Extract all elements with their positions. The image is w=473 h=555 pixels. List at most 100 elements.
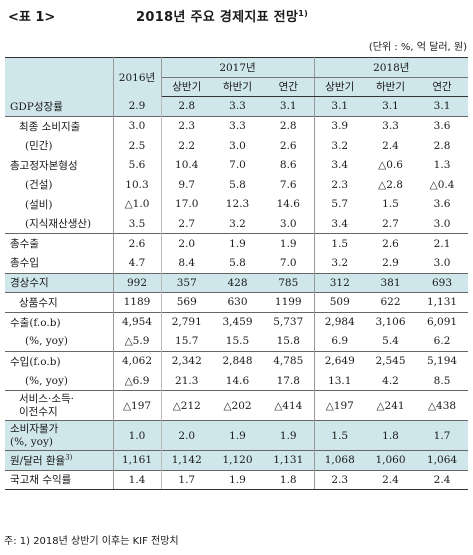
row-label: 경상수지 [5,272,113,293]
table-title-text: 2018년 주요 경제지표 전망 [136,10,299,25]
row-label: (%, yoy) [5,332,113,352]
cell-2017-h1: 2.0 [161,233,212,254]
cell-2018-h1: 3.1 [314,96,366,117]
cell-2017-annual: 5,737 [263,311,315,332]
cell-2017-h2: 3.2 [229,217,246,230]
cell-2018-h2: 2.7 [382,217,399,230]
cell-2017-annual: 7.6 [263,175,315,195]
cell-2018-h1: 3.2 [331,139,349,152]
cell-2017-annual: 15.8 [263,331,315,352]
cell-2017-h2: 15.5 [225,335,250,348]
cell-2017-annual: 8.6 [263,155,315,176]
cell-2018-annual: 3.6 [416,115,469,136]
cell-2017-h2: 12.3 [225,198,250,211]
cell-2018-h2: △2.8 [378,178,403,191]
cell-2018-annual: 693 [416,272,469,293]
cell-2016: △1.0 [112,194,162,215]
cell-2018-h2: 5.4 [382,335,399,348]
header-2017-annual: 연간 [263,76,315,98]
cell-2017-h2: 1,120 [212,450,263,471]
row-label: 상품수지 [5,292,113,313]
row-label: (설비) [5,195,113,215]
cell-2018-h1: 1.5 [314,420,366,451]
cell-2018-annual: 6,091 [416,311,469,332]
table-row: 국고채 수익률 1.4 1.7 1.9 1.8 2.3 2.4 2.4 [5,469,469,491]
cell-2017-h1: 569 [161,292,212,313]
cell-2017-annual: 2.6 [263,135,315,156]
table-row: 총수출 2.6 2.0 1.9 1.9 1.5 2.6 2.1 [5,233,469,254]
cell-2017-h2: △202 [212,390,263,421]
row-label: 수입(f.o.b) [5,350,113,371]
table-row: 총고정자본형성 5.6 10.4 7.0 8.6 3.4 △0.6 1.3 [5,155,468,176]
cell-2018-h2: 1,060 [365,450,417,471]
cell-2017-annual: 4,785 [263,350,315,371]
cell-2017-h2: 3.0 [229,139,246,152]
cell-2017-annual: 1.9 [263,233,315,254]
cell-2018-h1: 2.3 [314,469,366,491]
cell-2016: 4,954 [112,311,162,332]
cell-2017-h2: 1.9 [212,420,263,451]
table-row: 상품수지 1189 569 630 1199 509 622 1,131 [5,292,469,313]
cell-2017-h2: 2,848 [212,350,263,371]
cell-2018-annual: 3.1 [416,96,469,117]
row-label: 총수입 [5,253,113,273]
row-label: 국고채 수익률 [5,469,113,491]
cell-2016: 5.6 [112,155,162,176]
cell-2018-h1: 2,649 [314,350,366,371]
cell-2018-annual: △438 [416,390,469,421]
cell-2017-annual: 1199 [263,292,315,313]
cell-2018-h2: 2.4 [382,139,399,152]
row-label-text: 원/달러 환율 [10,454,66,467]
cell-2018-h1: 2,984 [314,311,366,332]
row-label-text: (지식재산생산) [25,218,92,231]
cell-2018-annual: 5,194 [416,350,469,371]
row-label-line1: 서비스·소득· [19,392,74,405]
header-2017: 2017년 [161,57,315,78]
cell-2018-annual: 3.0 [433,217,451,230]
cell-2018-h1: 3.2 [331,256,349,269]
footnote: 주: 1) 2018년 상반기 이후는 KIF 전망치 [4,536,179,547]
cell-2017-annual: 785 [263,272,315,293]
cell-2017-h2: 3,459 [212,311,263,332]
cell-2017-h1: 8.4 [178,256,196,269]
cell-2018-h2: 2,545 [365,350,417,371]
cell-2018-h2: 3,106 [365,311,417,332]
cell-2018-h1: 2.3 [331,178,349,191]
row-label: GDP성장률 [5,96,113,117]
cell-2017-h1: 15.7 [175,335,199,348]
cell-2018-annual: 3.0 [433,256,451,269]
cell-2017-annual: 2.8 [263,115,315,136]
row-label: 원/달러 환율3) [5,450,113,471]
header-2016: 2016년 [113,56,162,97]
cell-2018-h1: △197 [314,390,366,421]
row-label-text: (%, yoy) [25,335,69,348]
cell-2017-annual: 7.0 [263,253,315,274]
row-label: (건설) [5,175,113,195]
cell-2016: 1189 [112,292,162,313]
cell-2018-h1: 3.9 [314,115,366,136]
row-label-text: 총고정자본형성 [10,159,78,172]
table-row: (건설) 10.3 9.7 5.8 7.6 2.3 △2.8 △0.4 [5,175,468,195]
row-label-line1: 소비자물가 [10,422,59,435]
cell-2017-h1: 2.0 [161,420,212,451]
cell-2017-annual: △414 [263,390,315,421]
cell-2017-h1: 357 [161,272,212,293]
cell-2017-annual: 1.8 [263,469,315,491]
cell-2017-h1: 17.0 [175,198,199,211]
title-footnote-mark: 1) [298,9,309,18]
table-row: 수입(f.o.b) 4,062 2,342 2,848 4,785 2,649 2,545 5… [5,350,469,371]
cell-2017-h1: 2.3 [161,115,212,136]
header-2017-h1: 상반기 [161,76,212,98]
cell-2016: 10.3 [112,175,162,195]
row-label: 총고정자본형성 [5,155,113,175]
cell-2018-annual: 8.5 [433,374,451,387]
cell-2016: 2.5 [112,135,162,156]
cell-2017-annual: 1,131 [263,450,315,471]
table-row: (설비) △1.0 17.0 12.3 14.6 5.7 1.5 3.6 [5,194,468,215]
cell-2018-annual: 1,064 [416,450,469,471]
cell-2018-h1: 312 [314,272,366,293]
row-label: 총수출 [5,233,113,254]
header-2018: 2018년 [314,57,469,78]
cell-2016: 4,062 [112,350,162,371]
row-label-text: 국고채 수익률 [10,474,72,487]
